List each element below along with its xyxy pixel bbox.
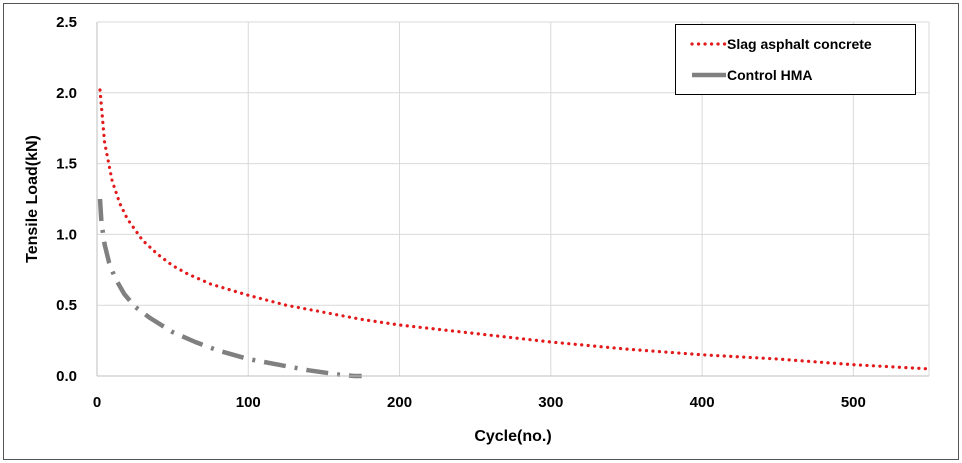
x-tick-label: 200	[387, 394, 412, 411]
y-tick-label: 1.0	[56, 226, 77, 243]
x-tick-label: 300	[538, 394, 563, 411]
y-axis-title: Tensile Load(kN)	[24, 135, 41, 263]
y-tick-label: 2.0	[56, 85, 77, 102]
legend-box	[675, 24, 916, 95]
x-tick-label: 0	[93, 394, 101, 411]
y-tick-label: 0.5	[56, 297, 77, 314]
x-tick-label: 500	[841, 394, 866, 411]
x-tick-label: 100	[236, 394, 261, 411]
legend: Slag asphalt concrete Control HMA	[675, 24, 916, 95]
x-tick-label: 400	[690, 394, 715, 411]
y-tick-label: 1.5	[56, 156, 77, 173]
series-line-slag-asphalt-concrete	[98, 88, 931, 371]
legend-label: Slag asphalt concrete	[727, 36, 872, 52]
y-tick-label: 0.0	[56, 368, 77, 385]
series-line-control-hma	[97, 198, 362, 379]
series-layer	[97, 88, 931, 379]
legend-label: Control HMA	[727, 67, 813, 83]
y-tick-label: 2.5	[56, 14, 77, 31]
x-axis-title: Cycle(no.)	[474, 428, 551, 445]
axes: 0.0 0.5 1.0 1.5 2.0 2.5 0 100 200 300 400 500	[56, 14, 929, 411]
